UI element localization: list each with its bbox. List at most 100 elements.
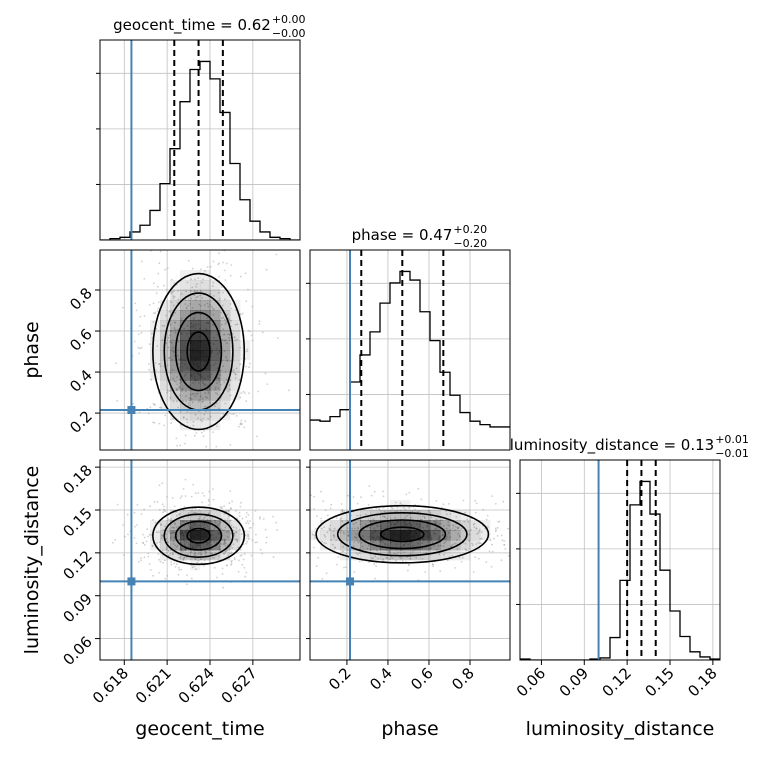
sample-point [454,525,457,528]
sample-point [346,519,349,522]
sample-point [234,377,237,380]
sample-point [167,517,170,519]
sample-point [137,346,140,349]
sample-point [383,515,386,518]
sample-point [200,558,203,561]
sample-point [307,549,309,551]
sample-point [174,544,177,547]
sample-point [171,341,173,344]
sample-point [173,295,176,298]
sample-point [195,393,198,395]
sample-point [212,295,215,297]
panel-frame [99,39,301,241]
sample-point [181,520,184,523]
density-cell [210,510,221,521]
sample-point [401,557,403,560]
sample-point [347,534,350,536]
density-cell [470,530,481,541]
panel-frame [309,249,511,451]
injection-marker [127,577,136,586]
sample-point [201,297,204,299]
density-cell [170,380,181,391]
sample-point [162,511,165,514]
sample-point [163,284,165,287]
sample-point [434,522,437,524]
sample-point [180,293,183,295]
sample-point [163,505,166,508]
sample-point [239,528,241,531]
sample-point [169,390,171,392]
sample-point [200,552,202,554]
sample-point [386,517,389,520]
sample-point [411,550,414,552]
density-cell [220,550,231,561]
sample-point [484,527,487,530]
sample-point [182,416,185,419]
sample-point [201,397,204,400]
density-cell [170,300,181,311]
sample-point [156,345,159,347]
sample-point [408,491,411,494]
sample-point [206,266,209,268]
density-cell [450,520,461,531]
sample-point [522,526,524,528]
sample-point [352,545,355,547]
sample-point [448,524,451,527]
sample-point [229,379,232,381]
sample-point [444,541,447,543]
sample-point [515,534,517,536]
sample-point [233,413,235,415]
sample-point [172,290,175,293]
sample-point [468,539,470,542]
sample-point [127,533,129,536]
density-cell [210,330,221,341]
density-cell [190,560,201,571]
sample-point [171,553,174,556]
sample-point [342,545,344,548]
sample-point [195,432,198,434]
sample-point [430,547,432,550]
sample-point [206,302,209,305]
density-cell [200,530,211,541]
sample-point [332,530,335,533]
sample-point [176,376,179,378]
density-cell [180,330,191,341]
sample-point [355,536,357,539]
sample-point [140,513,143,515]
sample-point [178,366,181,368]
sample-point [405,493,408,496]
ytick-label-phase: 0.8 [66,284,96,314]
density-cell [180,340,191,351]
sample-point [231,332,234,335]
sample-point [213,527,216,529]
sample-point [230,552,232,555]
sample-point [321,577,324,580]
sample-point [480,531,483,533]
density-cell [170,310,181,321]
sample-point [165,548,168,550]
sample-point [172,551,174,554]
density-cell [210,530,221,541]
sample-point [225,564,228,567]
sample-point [163,509,166,512]
sample-point [427,510,430,512]
sample-point [476,533,478,535]
sample-point [224,279,227,281]
sample-point [158,541,161,543]
sample-point [275,533,277,535]
density-cell [200,550,211,561]
sample-point [192,420,195,423]
sample-point [228,333,231,336]
sample-point [435,521,438,524]
sample-point [237,546,240,549]
sample-point [165,538,168,540]
sample-point [185,454,187,456]
panel-title-geocent_time: geocent_time = 0.62 +0.00−0.00 [113,13,305,40]
sample-point [223,542,226,545]
density-cell [220,370,231,381]
sample-point [372,557,374,560]
sample-point [230,552,233,555]
sample-point [431,541,434,543]
density-cell [170,370,181,381]
sample-point [262,518,265,520]
